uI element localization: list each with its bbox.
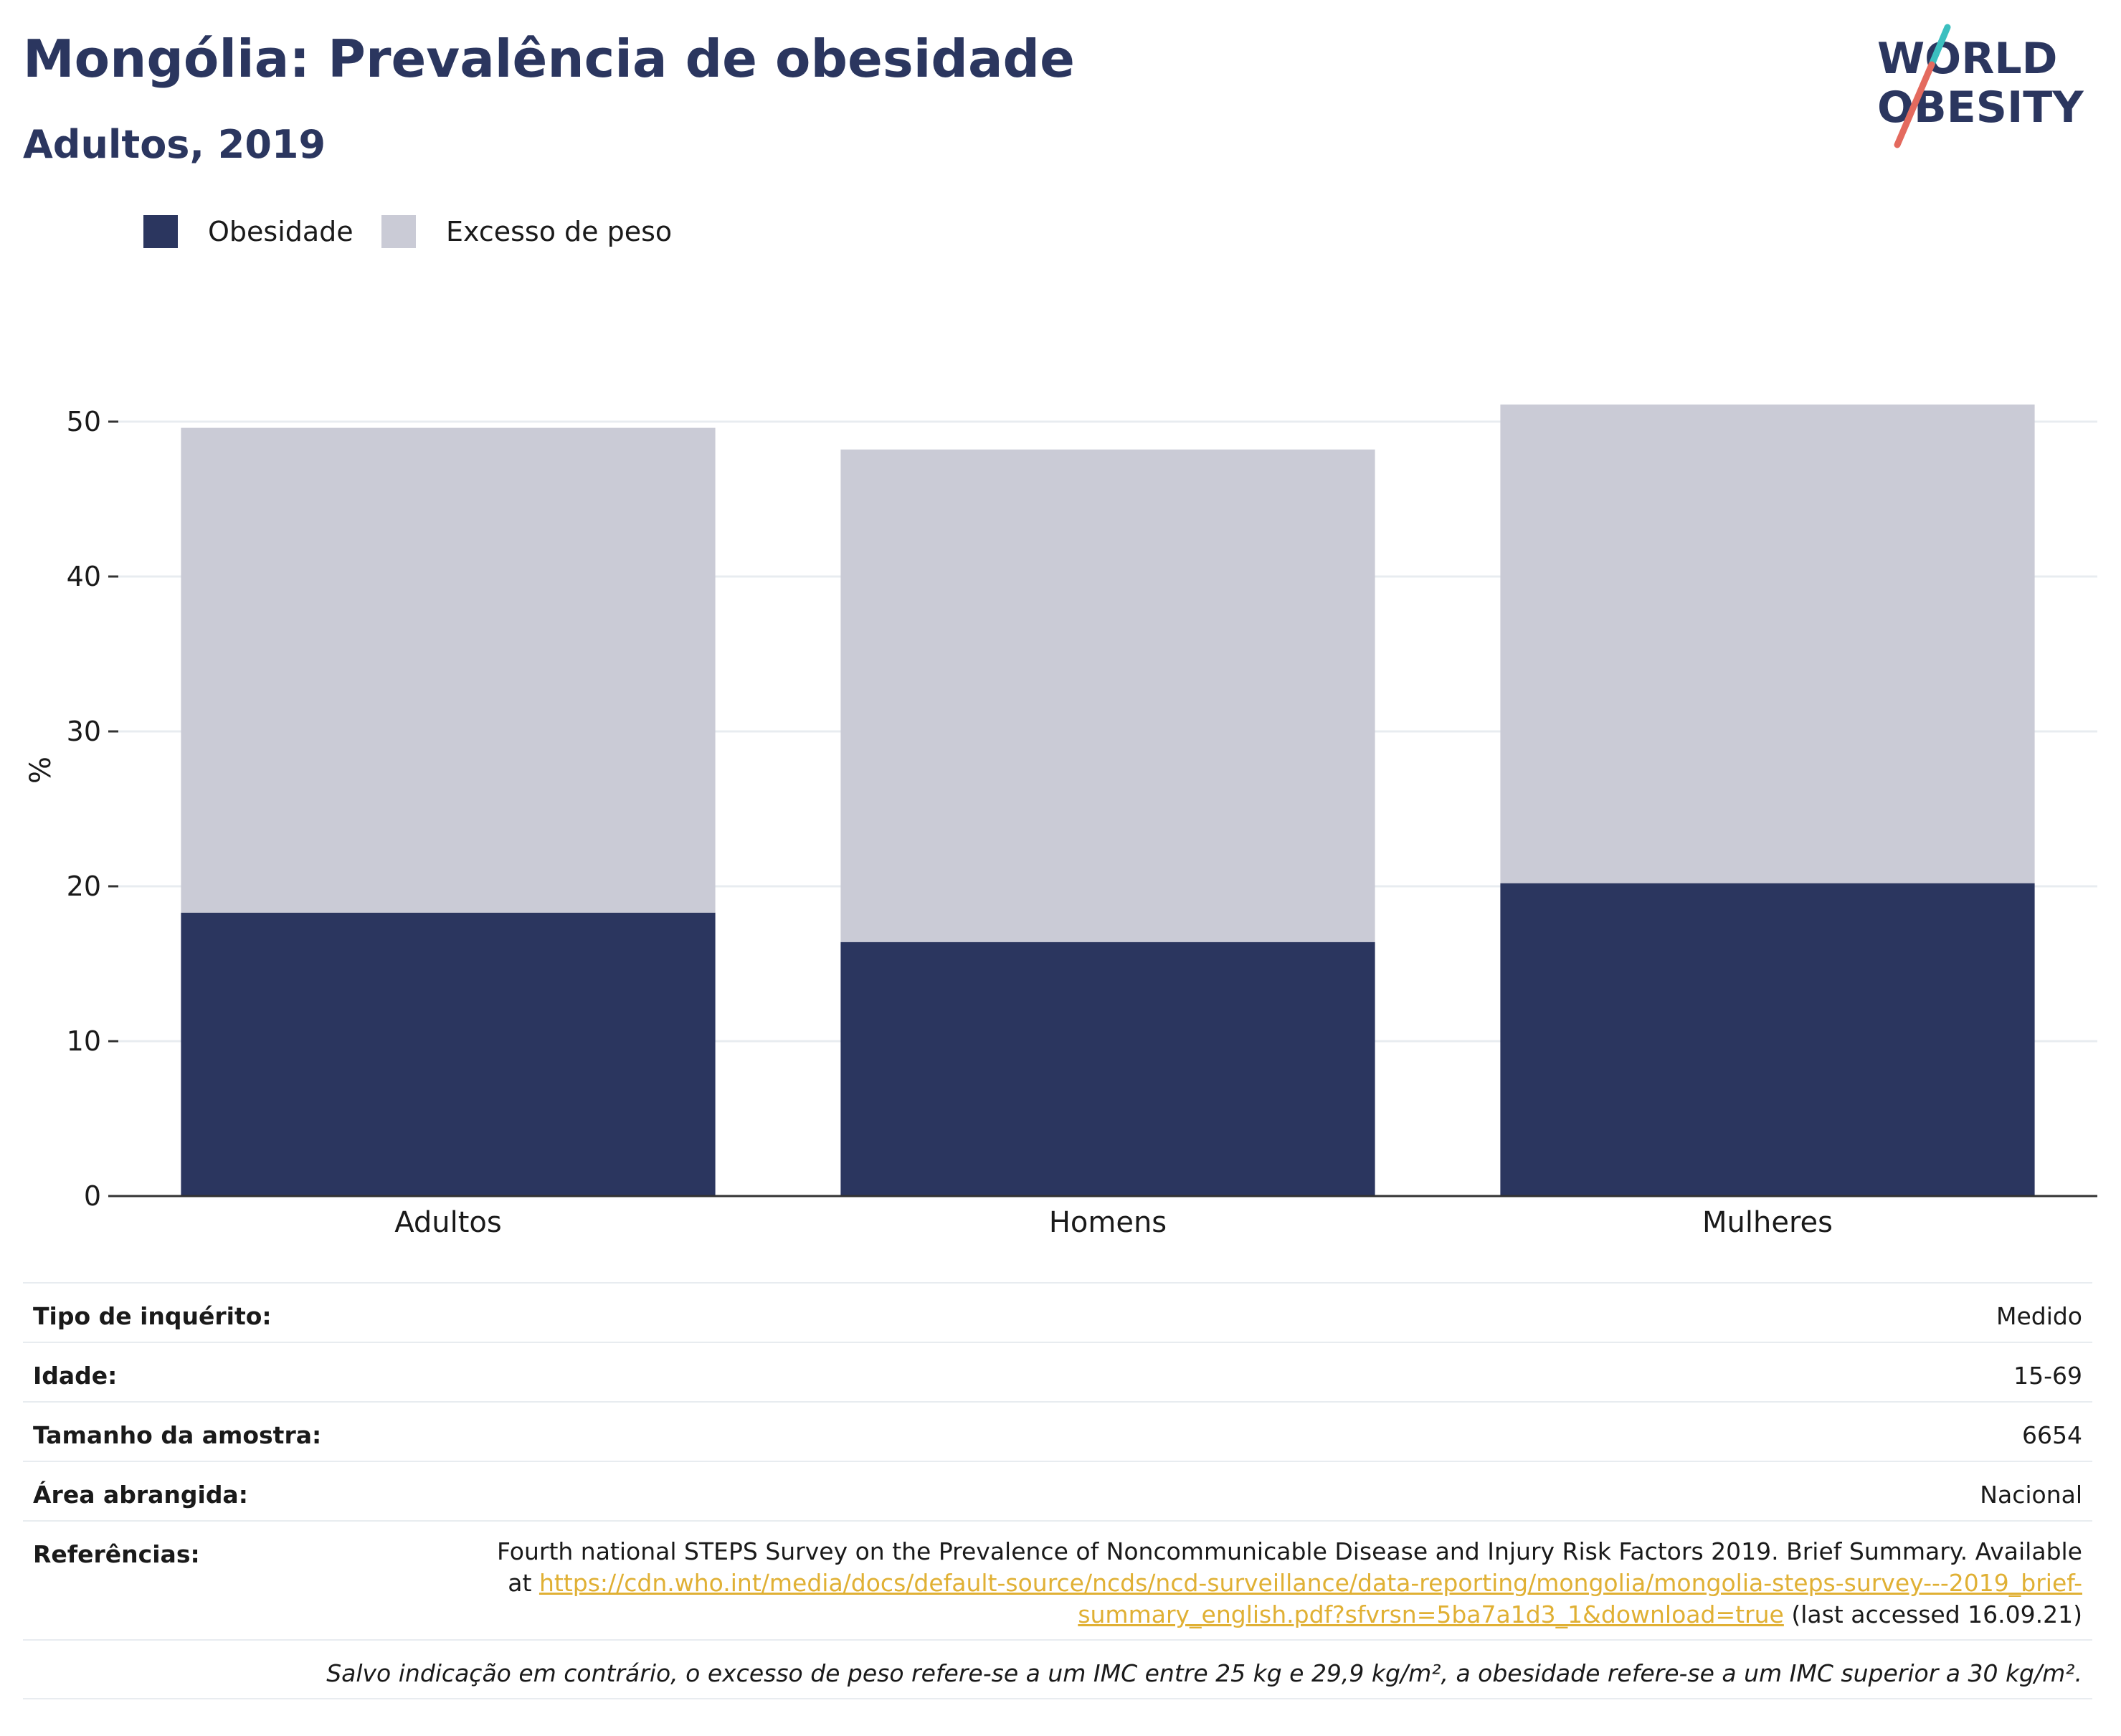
area-label: Área abrangida: bbox=[33, 1481, 248, 1509]
logo-slash-coral bbox=[1894, 61, 1935, 148]
x-tick-label: Adultos bbox=[394, 1206, 502, 1239]
age-label: Idade: bbox=[33, 1362, 118, 1390]
y-tick-label: 0 bbox=[84, 1180, 101, 1212]
reference-link-part2[interactable]: summary_english.pdf?sfvrsn=5ba7a1d3_1&do… bbox=[1078, 1600, 1784, 1628]
footnote-row: Salvo indicação em contrário, o excesso … bbox=[23, 1639, 2092, 1699]
sample-size-label: Tamanho da amostra: bbox=[33, 1421, 322, 1449]
references-row: Referências: Fourth national STEPS Surve… bbox=[23, 1520, 2092, 1639]
x-tick-label: Homens bbox=[1049, 1206, 1167, 1239]
survey-type-value: Medido bbox=[1996, 1302, 2082, 1330]
legend-swatch bbox=[143, 215, 178, 248]
legend-label: Obesidade bbox=[208, 216, 354, 247]
area-value: Nacional bbox=[1980, 1481, 2082, 1509]
chart-subtitle: Adultos, 2019 bbox=[23, 122, 326, 167]
references-accessed: (last accessed 16.09.21) bbox=[1783, 1600, 2082, 1628]
world-obesity-logo: WORLD OBESITY bbox=[1877, 24, 2084, 148]
references-line3: summary_english.pdf?sfvrsn=5ba7a1d3_1&do… bbox=[497, 1599, 2082, 1631]
age-row: Idade: 15-69 bbox=[23, 1342, 2092, 1401]
references-line1: Fourth national STEPS Survey on the Prev… bbox=[496, 1537, 2082, 1565]
references-text: Fourth national STEPS Survey on the Prev… bbox=[497, 1536, 2082, 1631]
sample-size-row: Tamanho da amostra: 6654 bbox=[23, 1401, 2092, 1461]
bar-overweight bbox=[1500, 404, 2035, 883]
chart-legend: Obesidade Excesso de peso bbox=[143, 215, 672, 248]
axes: 0 10 20 30 40 50% Adultos Homens Mulheres bbox=[24, 406, 2097, 1239]
bar-overweight bbox=[181, 427, 716, 913]
chart-title: Mongólia: Prevalência de obesidade bbox=[23, 29, 1075, 89]
y-tick-label: 30 bbox=[67, 716, 101, 747]
y-tick-label: 20 bbox=[67, 871, 101, 902]
y-tick-label: 50 bbox=[67, 406, 101, 437]
bar-obesity bbox=[840, 941, 1375, 1196]
bar-obesity bbox=[181, 912, 716, 1196]
legend-swatch bbox=[381, 215, 416, 248]
sample-size-value: 6654 bbox=[2022, 1421, 2082, 1449]
legend-label: Excesso de peso bbox=[446, 216, 672, 247]
references-line2: at https://cdn.who.int/media/docs/defaul… bbox=[497, 1567, 2082, 1599]
footnote-text: Salvo indicação em contrário, o excesso … bbox=[326, 1659, 2082, 1687]
logo-slash-teal bbox=[1928, 24, 1951, 68]
bars bbox=[181, 404, 2035, 1196]
x-tick-label: Mulheres bbox=[1702, 1206, 1833, 1239]
y-tick-label: 10 bbox=[67, 1025, 101, 1057]
y-tick-label: 40 bbox=[67, 561, 101, 592]
survey-info-table: Tipo de inquérito: Medido Idade: 15-69 T… bbox=[23, 1282, 2092, 1699]
references-at: at bbox=[508, 1569, 539, 1597]
survey-type-label: Tipo de inquérito: bbox=[33, 1302, 272, 1330]
references-label: Referências: bbox=[33, 1540, 200, 1568]
bar-overweight bbox=[840, 449, 1375, 942]
area-row: Área abrangida: Nacional bbox=[23, 1461, 2092, 1520]
logo-line1: WORLD bbox=[1877, 34, 2057, 84]
reference-link-part1[interactable]: https://cdn.who.int/media/docs/default-s… bbox=[538, 1569, 2082, 1597]
bar-obesity bbox=[1500, 883, 2035, 1196]
y-axis-label: % bbox=[24, 756, 57, 784]
stacked-bar-chart: Obesidade Excesso de peso 0 10 20 30 40 50% Adu… bbox=[24, 215, 2097, 1239]
age-value: 15-69 bbox=[2013, 1362, 2082, 1390]
survey-type-row: Tipo de inquérito: Medido bbox=[23, 1282, 2092, 1342]
